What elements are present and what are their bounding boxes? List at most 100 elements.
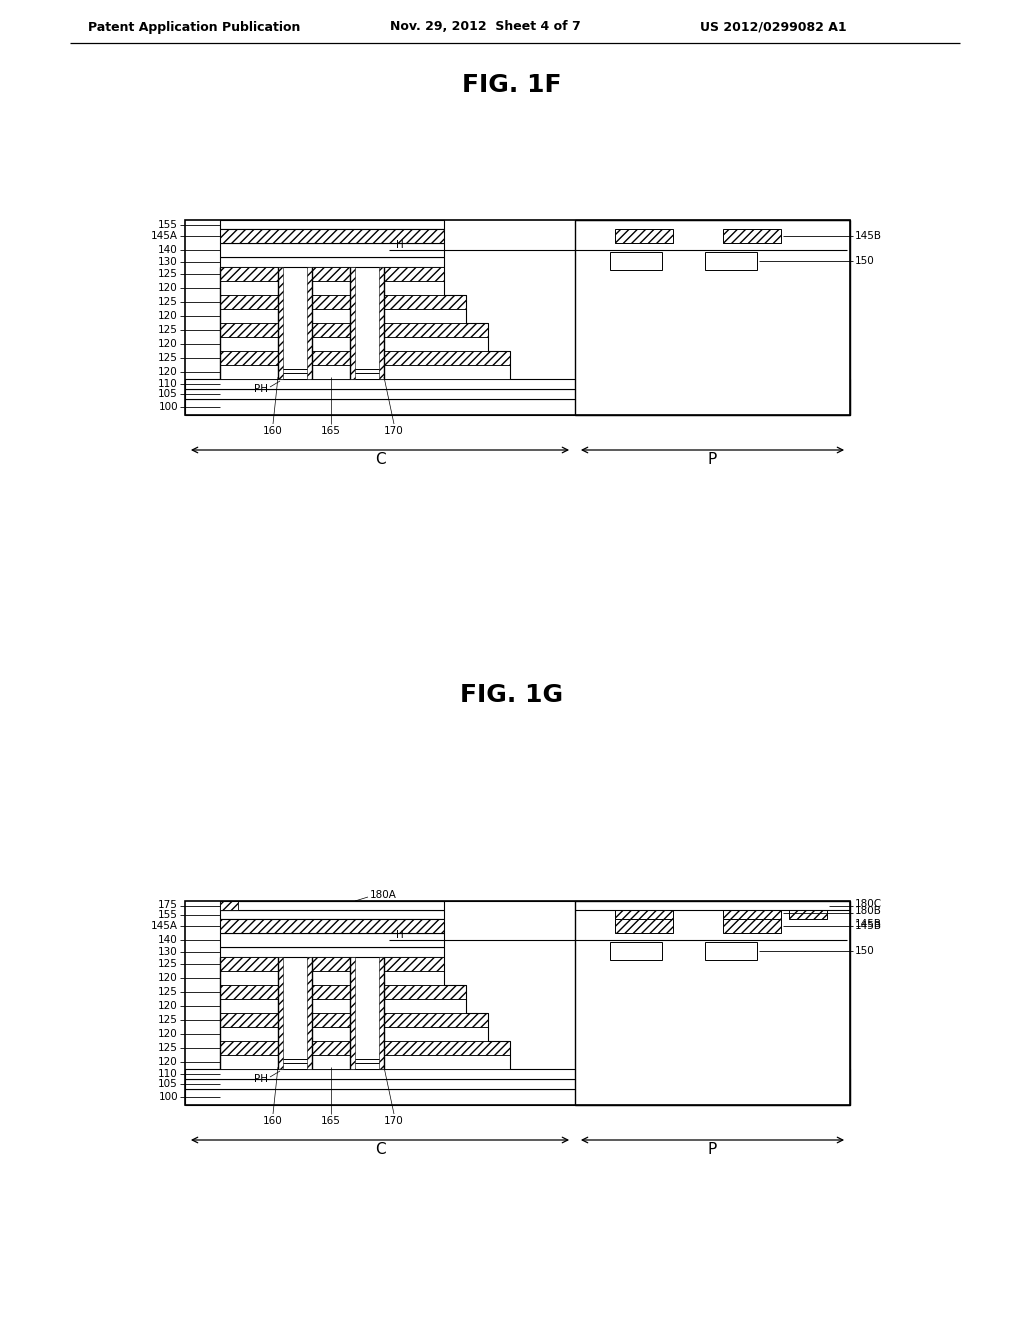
Bar (220, 985, 278, 999)
Bar (312, 1012, 350, 1027)
Text: P: P (708, 1143, 717, 1158)
Text: 105: 105 (159, 389, 178, 399)
Bar (384, 309, 466, 323)
Bar (384, 337, 488, 351)
Bar (790, 909, 827, 919)
Text: 125: 125 (158, 960, 178, 969)
Text: 140: 140 (159, 935, 178, 945)
Bar (220, 1012, 278, 1027)
Bar (220, 243, 444, 257)
Bar (705, 252, 757, 271)
Bar (615, 909, 673, 919)
Bar (185, 379, 850, 389)
Text: 120: 120 (159, 312, 178, 321)
Text: 120: 120 (159, 339, 178, 348)
Text: 125: 125 (158, 297, 178, 308)
Text: C: C (375, 1143, 385, 1158)
Bar (384, 957, 444, 972)
Bar (220, 267, 278, 281)
Bar (185, 220, 850, 414)
Bar (220, 1041, 278, 1055)
Text: PH: PH (254, 384, 268, 393)
Bar (379, 267, 384, 379)
Bar (384, 1055, 510, 1069)
Text: 150: 150 (855, 946, 874, 956)
Bar (384, 1027, 488, 1041)
Bar (610, 252, 662, 271)
Bar (312, 999, 350, 1012)
Bar (384, 1041, 510, 1055)
Bar (220, 337, 278, 351)
Bar (312, 281, 350, 294)
Bar (220, 919, 444, 933)
Text: 145B: 145B (855, 921, 882, 931)
Text: 175: 175 (158, 900, 178, 911)
Text: 105: 105 (159, 1078, 178, 1089)
Text: 180A: 180A (370, 890, 397, 900)
Text: PH: PH (254, 1074, 268, 1084)
Text: 100: 100 (159, 403, 178, 412)
Text: FIG. 1F: FIG. 1F (462, 73, 562, 96)
Bar (723, 909, 781, 919)
Bar (384, 281, 444, 294)
Bar (384, 323, 488, 337)
Bar (220, 909, 444, 919)
Bar (312, 1055, 350, 1069)
Bar (220, 957, 278, 972)
Text: 120: 120 (159, 367, 178, 378)
Text: 120: 120 (159, 1001, 178, 1011)
Text: 155: 155 (158, 909, 178, 920)
Bar (379, 957, 384, 1069)
Bar (350, 957, 355, 1069)
Bar (220, 946, 444, 957)
Bar (220, 933, 444, 946)
Text: 125: 125 (158, 987, 178, 997)
Text: 155: 155 (158, 219, 178, 230)
Bar (384, 972, 444, 985)
Bar (307, 957, 312, 1069)
Bar (220, 351, 278, 366)
Bar (312, 985, 350, 999)
Bar (312, 267, 350, 281)
Bar (610, 942, 662, 960)
Bar (220, 220, 444, 228)
Bar (312, 294, 350, 309)
Bar (615, 919, 673, 933)
Bar (723, 228, 781, 243)
Bar (384, 366, 510, 379)
Bar (312, 351, 350, 366)
Bar (312, 366, 350, 379)
Bar (220, 902, 238, 909)
Bar (575, 902, 850, 1105)
Text: 180C: 180C (855, 899, 882, 909)
Text: 120: 120 (159, 973, 178, 983)
Bar (312, 1041, 350, 1055)
Text: 170: 170 (384, 1115, 403, 1126)
Bar (723, 919, 781, 933)
Bar (220, 309, 278, 323)
Text: 120: 120 (159, 1030, 178, 1039)
Text: 170: 170 (384, 426, 403, 436)
Bar (384, 351, 510, 366)
Bar (307, 267, 312, 379)
Bar (312, 337, 350, 351)
Bar (278, 1059, 312, 1069)
Text: 180B: 180B (855, 906, 882, 916)
Text: 110: 110 (159, 379, 178, 389)
Text: 140: 140 (159, 246, 178, 255)
Bar (220, 999, 278, 1012)
Bar (575, 220, 850, 414)
Bar (278, 957, 283, 1069)
Text: 125: 125 (158, 325, 178, 335)
Bar (220, 1027, 278, 1041)
Bar (220, 228, 444, 243)
Text: 145A: 145A (151, 921, 178, 931)
Text: FIG. 1G: FIG. 1G (461, 682, 563, 708)
Bar (185, 389, 850, 399)
Bar (220, 323, 278, 337)
Text: C: C (375, 453, 385, 467)
Bar (185, 1089, 850, 1105)
Bar (384, 985, 466, 999)
Text: Patent Application Publication: Patent Application Publication (88, 21, 300, 33)
Bar (220, 972, 278, 985)
